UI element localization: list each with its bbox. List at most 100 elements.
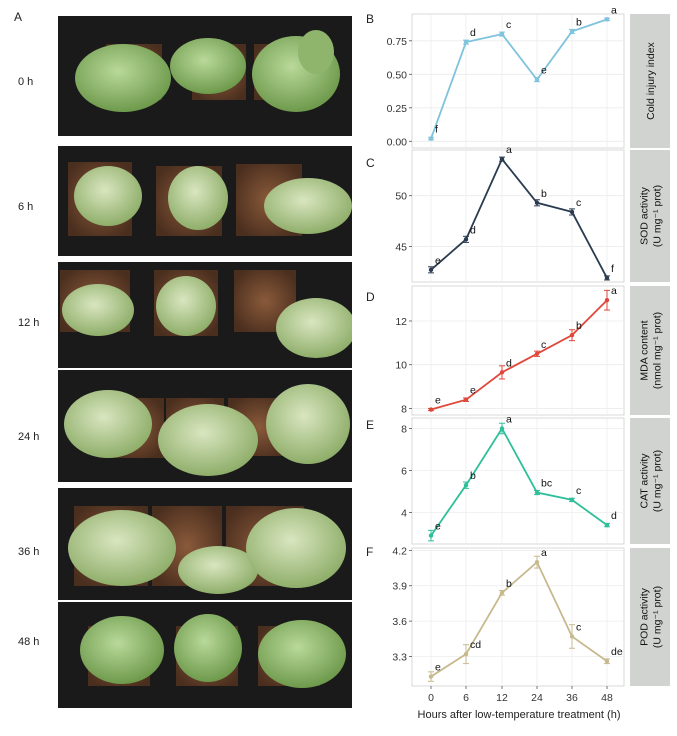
y-tick-label: 0.00 <box>387 136 408 148</box>
strip-label: MDA content <box>639 320 651 380</box>
x-tick-label: 0 <box>428 692 434 704</box>
significance-label: b <box>470 470 476 482</box>
significance-label: c <box>506 19 511 31</box>
significance-label: b <box>506 578 512 590</box>
y-tick-label: 0.25 <box>387 103 408 115</box>
chart-panel-b: 0.00 0.25 0.50 0.75 Cold injury index f d c e b a <box>387 4 670 149</box>
x-tick-label: 48 <box>601 692 613 704</box>
strip-background <box>630 150 670 282</box>
x-tick-label: 6 <box>463 692 469 704</box>
significance-label: bc <box>541 478 552 490</box>
panel-letter-c: C <box>366 156 375 170</box>
data-point <box>463 651 469 657</box>
data-point <box>534 77 540 82</box>
y-tick-label: 12 <box>395 316 407 328</box>
significance-label: a <box>506 144 512 156</box>
significance-label: c <box>576 485 581 497</box>
data-point <box>604 275 610 281</box>
strip-background <box>630 14 670 148</box>
plot-area <box>411 13 625 149</box>
data-point <box>604 298 610 303</box>
y-tick-label: 3.9 <box>392 581 407 593</box>
data-point <box>569 634 575 639</box>
data-point <box>499 370 505 375</box>
significance-label: d <box>506 357 512 369</box>
strip-label: (nmol mg⁻¹ prot) <box>652 312 664 389</box>
data-point <box>428 407 434 412</box>
strip-label: CAT activity <box>639 453 651 509</box>
strip-label: (U mg⁻¹ prot) <box>652 450 664 512</box>
y-tick-label: 6 <box>401 466 407 478</box>
significance-label: f <box>435 124 438 136</box>
data-point <box>534 490 540 495</box>
data-point <box>569 332 575 338</box>
plot-area <box>411 547 625 687</box>
data-point <box>569 497 575 503</box>
data-point <box>569 29 575 34</box>
significance-label: e <box>470 385 476 397</box>
x-tick-label: 36 <box>566 692 578 704</box>
data-point <box>463 237 469 242</box>
time-label-0h: 0 h <box>18 76 34 88</box>
y-tick-label: 0.50 <box>387 69 408 81</box>
photo-48h <box>58 602 352 708</box>
series-line <box>430 18 608 139</box>
data-point <box>534 351 540 356</box>
y-tick-label: 4.2 <box>392 545 407 557</box>
plot-area <box>411 417 625 545</box>
strip-label: (U mg⁻¹ prot) <box>652 185 664 247</box>
data-point <box>463 39 469 45</box>
data-point <box>463 483 469 488</box>
data-point <box>428 136 434 141</box>
panel-letter-e: E <box>366 418 375 432</box>
chart-panel-c: 45 50 SOD activity (U mg⁻¹ prot) e d a b c f <box>395 144 670 283</box>
photo-6h <box>58 146 352 256</box>
data-point <box>463 397 469 402</box>
chart-panel-d: 8 10 12 MDA content (nmol mg⁻¹ prot) e e d c b a <box>395 285 670 415</box>
plot-area <box>411 285 625 416</box>
panel-letter-b: B <box>366 12 375 26</box>
significance-label: f <box>611 263 614 275</box>
data-point <box>499 156 505 162</box>
data-point <box>428 674 434 679</box>
significance-label: c <box>576 621 581 633</box>
significance-label: d <box>470 224 476 236</box>
data-point <box>428 533 434 538</box>
significance-label: de <box>611 646 623 658</box>
significance-label: a <box>611 4 617 16</box>
panel-letter-d: D <box>366 290 375 304</box>
time-label-12h: 12 h <box>18 317 40 329</box>
significance-label: b <box>541 188 547 200</box>
photo-panel-a <box>58 0 356 715</box>
data-point <box>499 590 505 596</box>
significance-label: c <box>541 339 546 351</box>
y-tick-label: 0.75 <box>387 36 408 48</box>
strip-label: SOD activity <box>639 186 651 245</box>
y-tick-label: 45 <box>395 241 407 253</box>
y-tick-label: 8 <box>401 403 407 415</box>
data-point <box>499 31 505 37</box>
data-point <box>604 522 610 528</box>
photo-0h <box>58 16 352 136</box>
significance-label: e <box>435 255 441 267</box>
y-tick-label: 4 <box>401 508 407 520</box>
time-label-48h: 48 h <box>18 636 40 648</box>
panel-letter-f: F <box>366 545 374 559</box>
significance-label: b <box>576 320 582 332</box>
strip-background <box>630 548 670 686</box>
significance-label: d <box>470 27 476 39</box>
y-tick-label: 10 <box>395 360 407 372</box>
y-tick-label: 8 <box>401 424 407 436</box>
series-line <box>430 426 608 537</box>
photo-24h <box>58 370 352 482</box>
significance-label: b <box>576 16 582 28</box>
plot-area <box>411 149 625 283</box>
series-line <box>430 299 608 411</box>
photo-36h <box>58 488 352 600</box>
data-point <box>534 200 540 205</box>
significance-label: c <box>576 197 581 209</box>
time-label-36h: 36 h <box>18 546 40 558</box>
significance-label: e <box>435 662 441 674</box>
significance-label: e <box>541 65 547 77</box>
